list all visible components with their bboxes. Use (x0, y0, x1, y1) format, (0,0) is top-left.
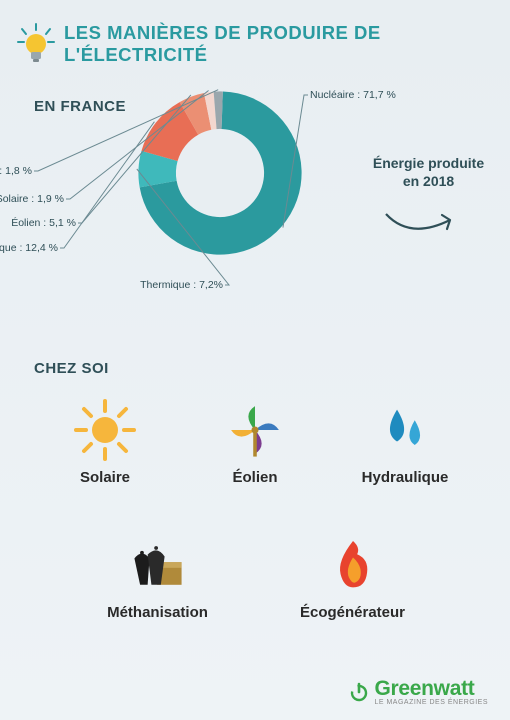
pinwheel-icon (220, 395, 290, 465)
waste-icon (123, 530, 193, 600)
header: LES MANIÈRES DE PRODUIRE DE L'ÉLECTRICIT… (0, 0, 510, 76)
power-icon (348, 681, 370, 703)
footer-brand: Greenwatt LE MAGAZINE DES ÉNERGIES (348, 677, 488, 706)
sun-icon (70, 395, 140, 465)
tile-label: Solaire (80, 469, 130, 486)
tile-eolien: Éolien (180, 395, 330, 486)
tile-grid-row2: Méthanisation Écogénérateur (60, 530, 450, 631)
tile-grid-row1: Solaire Éolien Hydraulique (30, 395, 480, 496)
lightbulb-icon (14, 22, 58, 66)
tile-label: Méthanisation (107, 604, 208, 621)
flame-icon (318, 530, 388, 600)
slice-label: Hydraulique : 12,4 % (0, 242, 58, 254)
slice-label: Éolien : 5,1 % (11, 217, 76, 229)
arrow-icon (380, 208, 460, 242)
tile-methanisation: Méthanisation (83, 530, 233, 621)
section-label-france: EN FRANCE (34, 98, 126, 115)
slice-label: Nucléaire : 71,7 % (310, 89, 396, 101)
brand-name: Greenwatt (374, 677, 488, 701)
callout-text: Énergie produite en 2018 (371, 155, 486, 190)
tile-solaire: Solaire (30, 395, 180, 486)
tile-label: Éolien (232, 469, 277, 486)
slice-label: Solaire : 1,9 % (0, 193, 64, 205)
slice-label: Bioénergies : 1,8 % (0, 165, 32, 177)
tile-label: Écogénérateur (300, 604, 405, 621)
donut-chart (135, 88, 305, 258)
tile-label: Hydraulique (362, 469, 449, 486)
tile-ecogenerateur: Écogénérateur (278, 530, 428, 621)
water-drops-icon (370, 395, 440, 465)
page-title: LES MANIÈRES DE PRODUIRE DE L'ÉLECTRICIT… (64, 22, 492, 66)
brand-tagline: LE MAGAZINE DES ÉNERGIES (374, 699, 488, 706)
slice-label: Thermique : 7,2% (140, 279, 223, 291)
section-label-chezsoi: CHEZ SOI (34, 360, 109, 377)
tile-hydraulique: Hydraulique (330, 395, 480, 486)
